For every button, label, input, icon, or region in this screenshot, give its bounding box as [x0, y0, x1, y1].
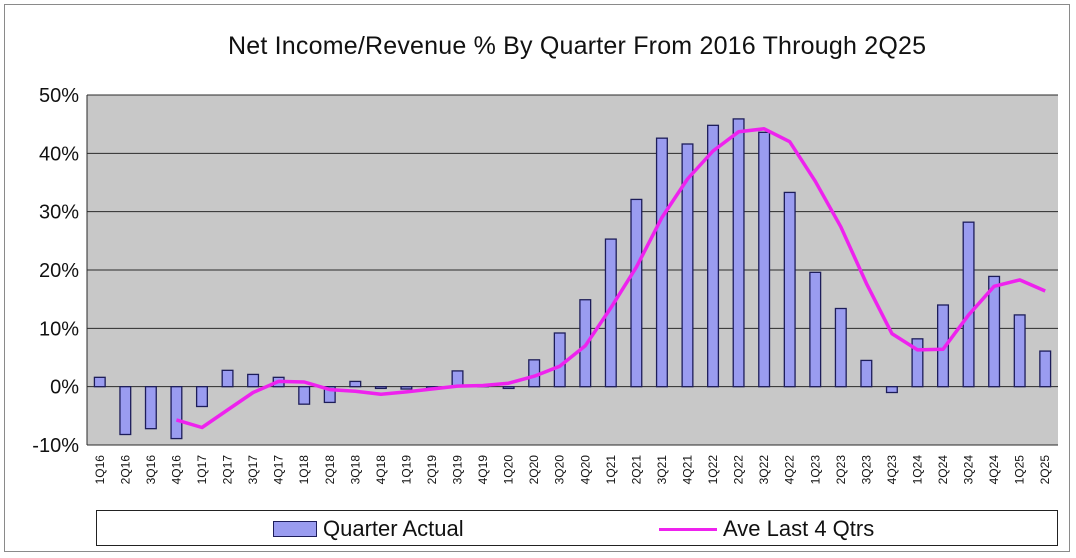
- bar-2Q25: [1039, 350, 1052, 388]
- bar-3Q21: [655, 137, 668, 388]
- x-tick-label: 1Q20: [502, 455, 516, 485]
- x-tick-label: 2Q21: [629, 455, 643, 485]
- x-tick-label: 1Q16: [93, 455, 107, 485]
- bar-3Q20: [553, 332, 566, 388]
- x-tick-label: 4Q17: [272, 455, 286, 485]
- bar-4Q18: [374, 386, 387, 390]
- bar-4Q24: [988, 275, 1001, 388]
- x-tick-label: 2Q25: [1038, 455, 1052, 485]
- x-tick-label: 1Q25: [1013, 455, 1027, 485]
- bar-4Q16: [170, 386, 183, 440]
- x-tick-label: 3Q22: [757, 455, 771, 485]
- x-tick-label: 1Q17: [195, 455, 209, 485]
- x-tick-label: 4Q19: [476, 455, 490, 485]
- x-tick-label: 4Q23: [885, 455, 899, 485]
- y-tick-label: 20%: [39, 260, 79, 282]
- bar-1Q20: [502, 386, 515, 390]
- x-tick-label: 2Q17: [221, 455, 235, 485]
- x-tick-label: 3Q18: [348, 455, 362, 485]
- x-tick-label: 2Q23: [834, 455, 848, 485]
- bar-4Q22: [783, 191, 796, 388]
- legend-line-swatch: [659, 527, 717, 531]
- bar-2Q24: [936, 304, 950, 388]
- bar-2Q23: [834, 307, 847, 388]
- x-tick-label: 4Q20: [578, 455, 592, 485]
- average-line-series: [175, 127, 1046, 430]
- x-tick-label: 4Q24: [987, 455, 1001, 485]
- x-tick-label: 3Q24: [962, 455, 976, 485]
- bar-3Q17: [247, 373, 260, 388]
- bar-1Q19: [400, 386, 413, 390]
- legend-item-bars: Quarter Actual: [273, 511, 464, 547]
- bar-1Q22: [707, 124, 720, 388]
- bar-1Q25: [1013, 314, 1026, 388]
- x-axis-ticks: 1Q16 2Q16 3Q16 4Q16 1Q17 2Q17 3Q17 4Q17 1Q18 2Q18…: [93, 455, 1052, 485]
- bar-1Q17: [195, 386, 209, 408]
- x-tick-label: 1Q21: [604, 455, 618, 485]
- bar-3Q23: [860, 359, 873, 388]
- legend-bar-swatch: [273, 521, 317, 537]
- bar-2Q22: [732, 118, 745, 388]
- x-tick-label: 2Q18: [323, 455, 337, 485]
- x-tick-label: 4Q21: [680, 455, 694, 485]
- bar-3Q16: [144, 386, 157, 430]
- y-tick-label: 40%: [39, 143, 79, 165]
- x-tick-label: 1Q22: [706, 455, 720, 485]
- x-tick-label: 2Q16: [118, 455, 132, 485]
- x-tick-label: 1Q19: [399, 455, 413, 485]
- x-tick-label: 1Q18: [297, 455, 311, 485]
- y-tick-label: 0%: [50, 377, 79, 399]
- y-axis-ticks: 50% 40% 30% 20% 10% 0% -10%: [32, 85, 79, 457]
- legend-label-line: Ave Last 4 Qtrs: [723, 516, 875, 541]
- x-tick-label: 4Q16: [169, 455, 183, 485]
- chart-title: Net Income/Revenue % By Quarter From 201…: [228, 32, 927, 60]
- bar-series: [93, 118, 1052, 440]
- x-tick-label: 4Q18: [374, 455, 388, 485]
- x-tick-label: 1Q24: [910, 455, 924, 485]
- y-tick-label: -10%: [32, 435, 79, 457]
- x-tick-label: 2Q19: [425, 455, 439, 485]
- bar-1Q16: [93, 376, 106, 388]
- x-tick-label: 3Q19: [451, 455, 465, 485]
- x-tick-label: 3Q20: [553, 455, 567, 485]
- x-tick-label: 1Q23: [808, 455, 822, 485]
- bar-2Q17: [221, 369, 234, 388]
- bar-3Q22: [758, 131, 771, 388]
- bar-1Q23: [809, 271, 822, 388]
- x-tick-label: 3Q21: [655, 455, 669, 485]
- bar-2Q18: [323, 386, 336, 404]
- bar-4Q21: [681, 143, 694, 388]
- bar-1Q18: [298, 386, 311, 405]
- y-tick-label: 30%: [39, 202, 79, 224]
- bar-1Q24: [911, 338, 924, 388]
- bar-4Q23: [885, 386, 898, 394]
- x-tick-label: 3Q17: [246, 455, 260, 485]
- x-tick-label: 2Q22: [732, 455, 746, 485]
- x-tick-label: 3Q23: [859, 455, 873, 485]
- legend-item-line: Ave Last 4 Qtrs: [659, 511, 874, 547]
- y-tick-label: 10%: [39, 318, 79, 340]
- y-tick-label: 50%: [39, 85, 79, 107]
- bar-2Q21: [630, 198, 643, 388]
- x-tick-label: 3Q16: [144, 455, 158, 485]
- legend: Quarter Actual Ave Last 4 Qtrs: [96, 510, 1058, 546]
- legend-label-bars: Quarter Actual: [323, 516, 464, 541]
- bar-2Q16: [119, 386, 132, 436]
- x-tick-label: 4Q22: [783, 455, 797, 485]
- bar-3Q18: [349, 380, 362, 388]
- bar-3Q24: [962, 221, 975, 388]
- x-tick-label: 2Q20: [527, 455, 541, 485]
- x-tick-label: 2Q24: [936, 455, 950, 485]
